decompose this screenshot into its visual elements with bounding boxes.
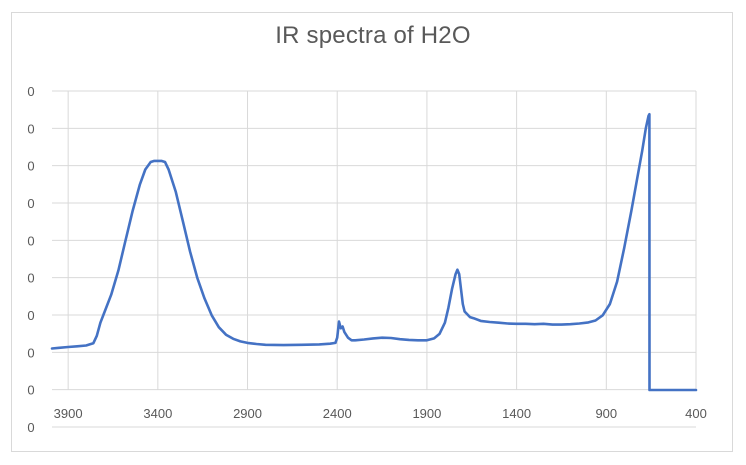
x-tick-label: 2400 [323,406,352,421]
y-tick-label: 0 [27,121,34,136]
chart-title: IR spectra of H2O [275,22,471,49]
y-tick-label: 0 [27,196,34,211]
series-line [50,112,698,392]
y-tick-label: 0 [27,345,34,360]
y-tick-label: 0 [27,420,34,435]
x-tick-label: 2900 [233,406,262,421]
gridlines [52,90,697,428]
x-tick-label: 1400 [502,406,531,421]
y-tick-label: 0 [27,308,34,323]
y-tick-label: 0 [27,84,34,99]
x-tick-labels: 3900 3400 2900 2400 1900 1400 900 400 [54,406,707,421]
y-tick-label: 0 [27,159,34,174]
x-tick-label: 3900 [54,406,83,421]
series-group [50,112,698,392]
y-tick-label: 0 [27,271,34,286]
y-tick-label: 0 [27,383,34,398]
chart-area [11,12,733,452]
x-tick-label: 900 [595,406,617,421]
x-tick-label: 1900 [412,406,441,421]
x-tick-label: 3400 [143,406,172,421]
x-tick-label: 400 [685,406,707,421]
y-tick-labels: 0 0 0 0 0 0 0 0 0 0 [27,84,34,435]
y-tick-label: 0 [27,233,34,248]
